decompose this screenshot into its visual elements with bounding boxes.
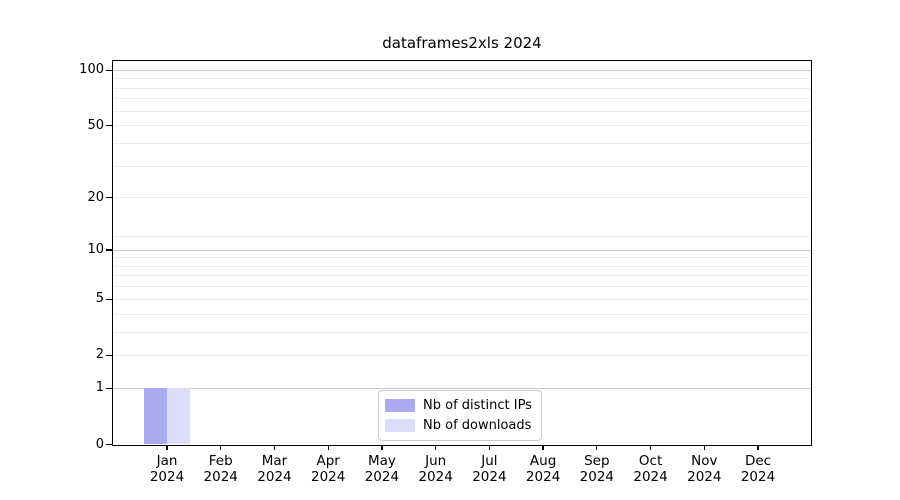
grid-line-major: [113, 125, 811, 127]
y-tick-mark: [106, 249, 113, 251]
grid-line-major: [113, 197, 811, 199]
x-tick-mark: [273, 444, 276, 450]
x-tick-year: 2024: [418, 469, 453, 485]
y-tick-mark: [106, 354, 113, 357]
x-tick-mark: [327, 444, 329, 450]
legend-item-downloads: Nb of downloads: [385, 418, 532, 433]
x-tick-mark: [381, 444, 383, 450]
grid-line-minor: [113, 110, 811, 112]
x-tick-month: Jan: [156, 453, 178, 469]
x-axis-tick-label: Jan 2024: [127, 453, 207, 485]
x-tick-year: 2024: [257, 469, 292, 485]
y-axis-tick-label: 2: [95, 347, 104, 363]
x-axis-tick-label: May 2024: [342, 453, 422, 485]
x-tick-mark: [596, 444, 598, 450]
y-tick-mark: [106, 298, 113, 300]
y-axis-tick-label: 5: [95, 291, 104, 307]
x-tick-month: Apr: [316, 453, 340, 469]
grid-line-major: [113, 69, 811, 71]
x-axis-tick-label: Apr 2024: [288, 453, 368, 485]
y-axis-tick-label: 20: [87, 189, 104, 205]
legend-swatch-distinct-ips: [385, 399, 415, 412]
grid-line-minor: [113, 236, 811, 238]
grid-line-minor: [113, 331, 811, 333]
grid-line-minor: [113, 165, 811, 167]
legend-item-distinct-ips: Nb of distinct IPs: [385, 398, 532, 413]
x-axis-tick-label: Mar 2024: [234, 453, 314, 485]
y-tick-mark: [106, 443, 113, 446]
x-axis-tick-label: Jun 2024: [396, 453, 476, 485]
legend: Nb of distinct IPs Nb of downloads: [378, 390, 542, 441]
x-tick-month: Jun: [425, 453, 447, 469]
x-tick-year: 2024: [203, 469, 238, 485]
legend-label-downloads: Nb of downloads: [423, 418, 532, 433]
y-tick-mark: [106, 197, 113, 199]
x-axis-tick-label: Oct 2024: [611, 453, 691, 485]
y-axis-tick-label: 1: [95, 380, 104, 396]
x-tick-month: Oct: [638, 453, 663, 469]
x-axis-tick-label: Dec 2024: [718, 453, 798, 485]
y-axis-tick-label: 10: [87, 242, 104, 258]
bar-distinct-ips: [144, 388, 167, 445]
grid-line-minor: [113, 78, 811, 80]
x-tick-month: Aug: [529, 453, 557, 469]
x-tick-month: Sep: [584, 453, 610, 469]
x-tick-month: Mar: [261, 453, 288, 469]
y-tick-mark: [106, 387, 113, 389]
x-tick-mark: [542, 444, 544, 450]
grid-line-minor: [113, 87, 811, 89]
x-tick-year: 2024: [364, 469, 400, 485]
x-tick-mark: [649, 444, 652, 450]
y-axis-tick-label: 0: [95, 436, 104, 452]
x-tick-month: Dec: [744, 453, 772, 469]
grid-line-minor: [113, 265, 811, 267]
grid-line-minor: [113, 98, 811, 100]
legend-label-distinct-ips: Nb of distinct IPs: [423, 398, 532, 413]
x-axis-tick-label: Aug 2024: [503, 453, 583, 485]
grid-line-major: [113, 249, 811, 251]
x-tick-month: Jul: [481, 453, 498, 469]
x-tick-year: 2024: [579, 469, 614, 485]
x-axis-tick-label: Nov 2024: [664, 453, 744, 485]
chart-title: dataframes2xls 2024: [382, 34, 542, 52]
x-tick-mark: [220, 444, 222, 450]
grid-line-major: [113, 387, 811, 389]
x-tick-year: 2024: [740, 469, 776, 485]
x-tick-mark: [703, 444, 705, 450]
x-axis-tick-label: Jul 2024: [449, 453, 529, 485]
x-tick-month: Nov: [691, 453, 718, 469]
grid-line-minor: [113, 313, 811, 315]
grid-line-minor: [113, 142, 811, 144]
x-tick-year: 2024: [525, 469, 561, 485]
x-tick-year: 2024: [311, 469, 346, 485]
y-axis-tick-label: 50: [87, 117, 104, 133]
y-axis-tick-label: 100: [79, 62, 104, 78]
x-tick-mark: [166, 444, 168, 450]
grid-line-minor: [113, 257, 811, 259]
grid-line-minor: [113, 275, 811, 277]
x-tick-mark: [435, 444, 437, 450]
grid-line-minor: [113, 286, 811, 288]
x-tick-mark: [757, 444, 759, 450]
grid-line-major: [113, 298, 811, 300]
x-tick-mark: [488, 444, 491, 450]
legend-swatch-downloads: [385, 419, 415, 432]
x-tick-year: 2024: [472, 469, 507, 485]
x-tick-year: 2024: [149, 469, 185, 485]
bar-downloads: [167, 388, 190, 445]
x-tick-month: Feb: [208, 453, 233, 469]
x-tick-month: May: [367, 453, 396, 469]
y-tick-mark: [106, 69, 113, 71]
x-tick-year: 2024: [687, 469, 722, 485]
x-axis-tick-label: Sep 2024: [557, 453, 637, 485]
x-tick-year: 2024: [633, 469, 668, 485]
y-tick-mark: [106, 125, 113, 127]
grid-line-major: [113, 354, 811, 356]
x-axis-tick-label: Feb 2024: [181, 453, 261, 485]
